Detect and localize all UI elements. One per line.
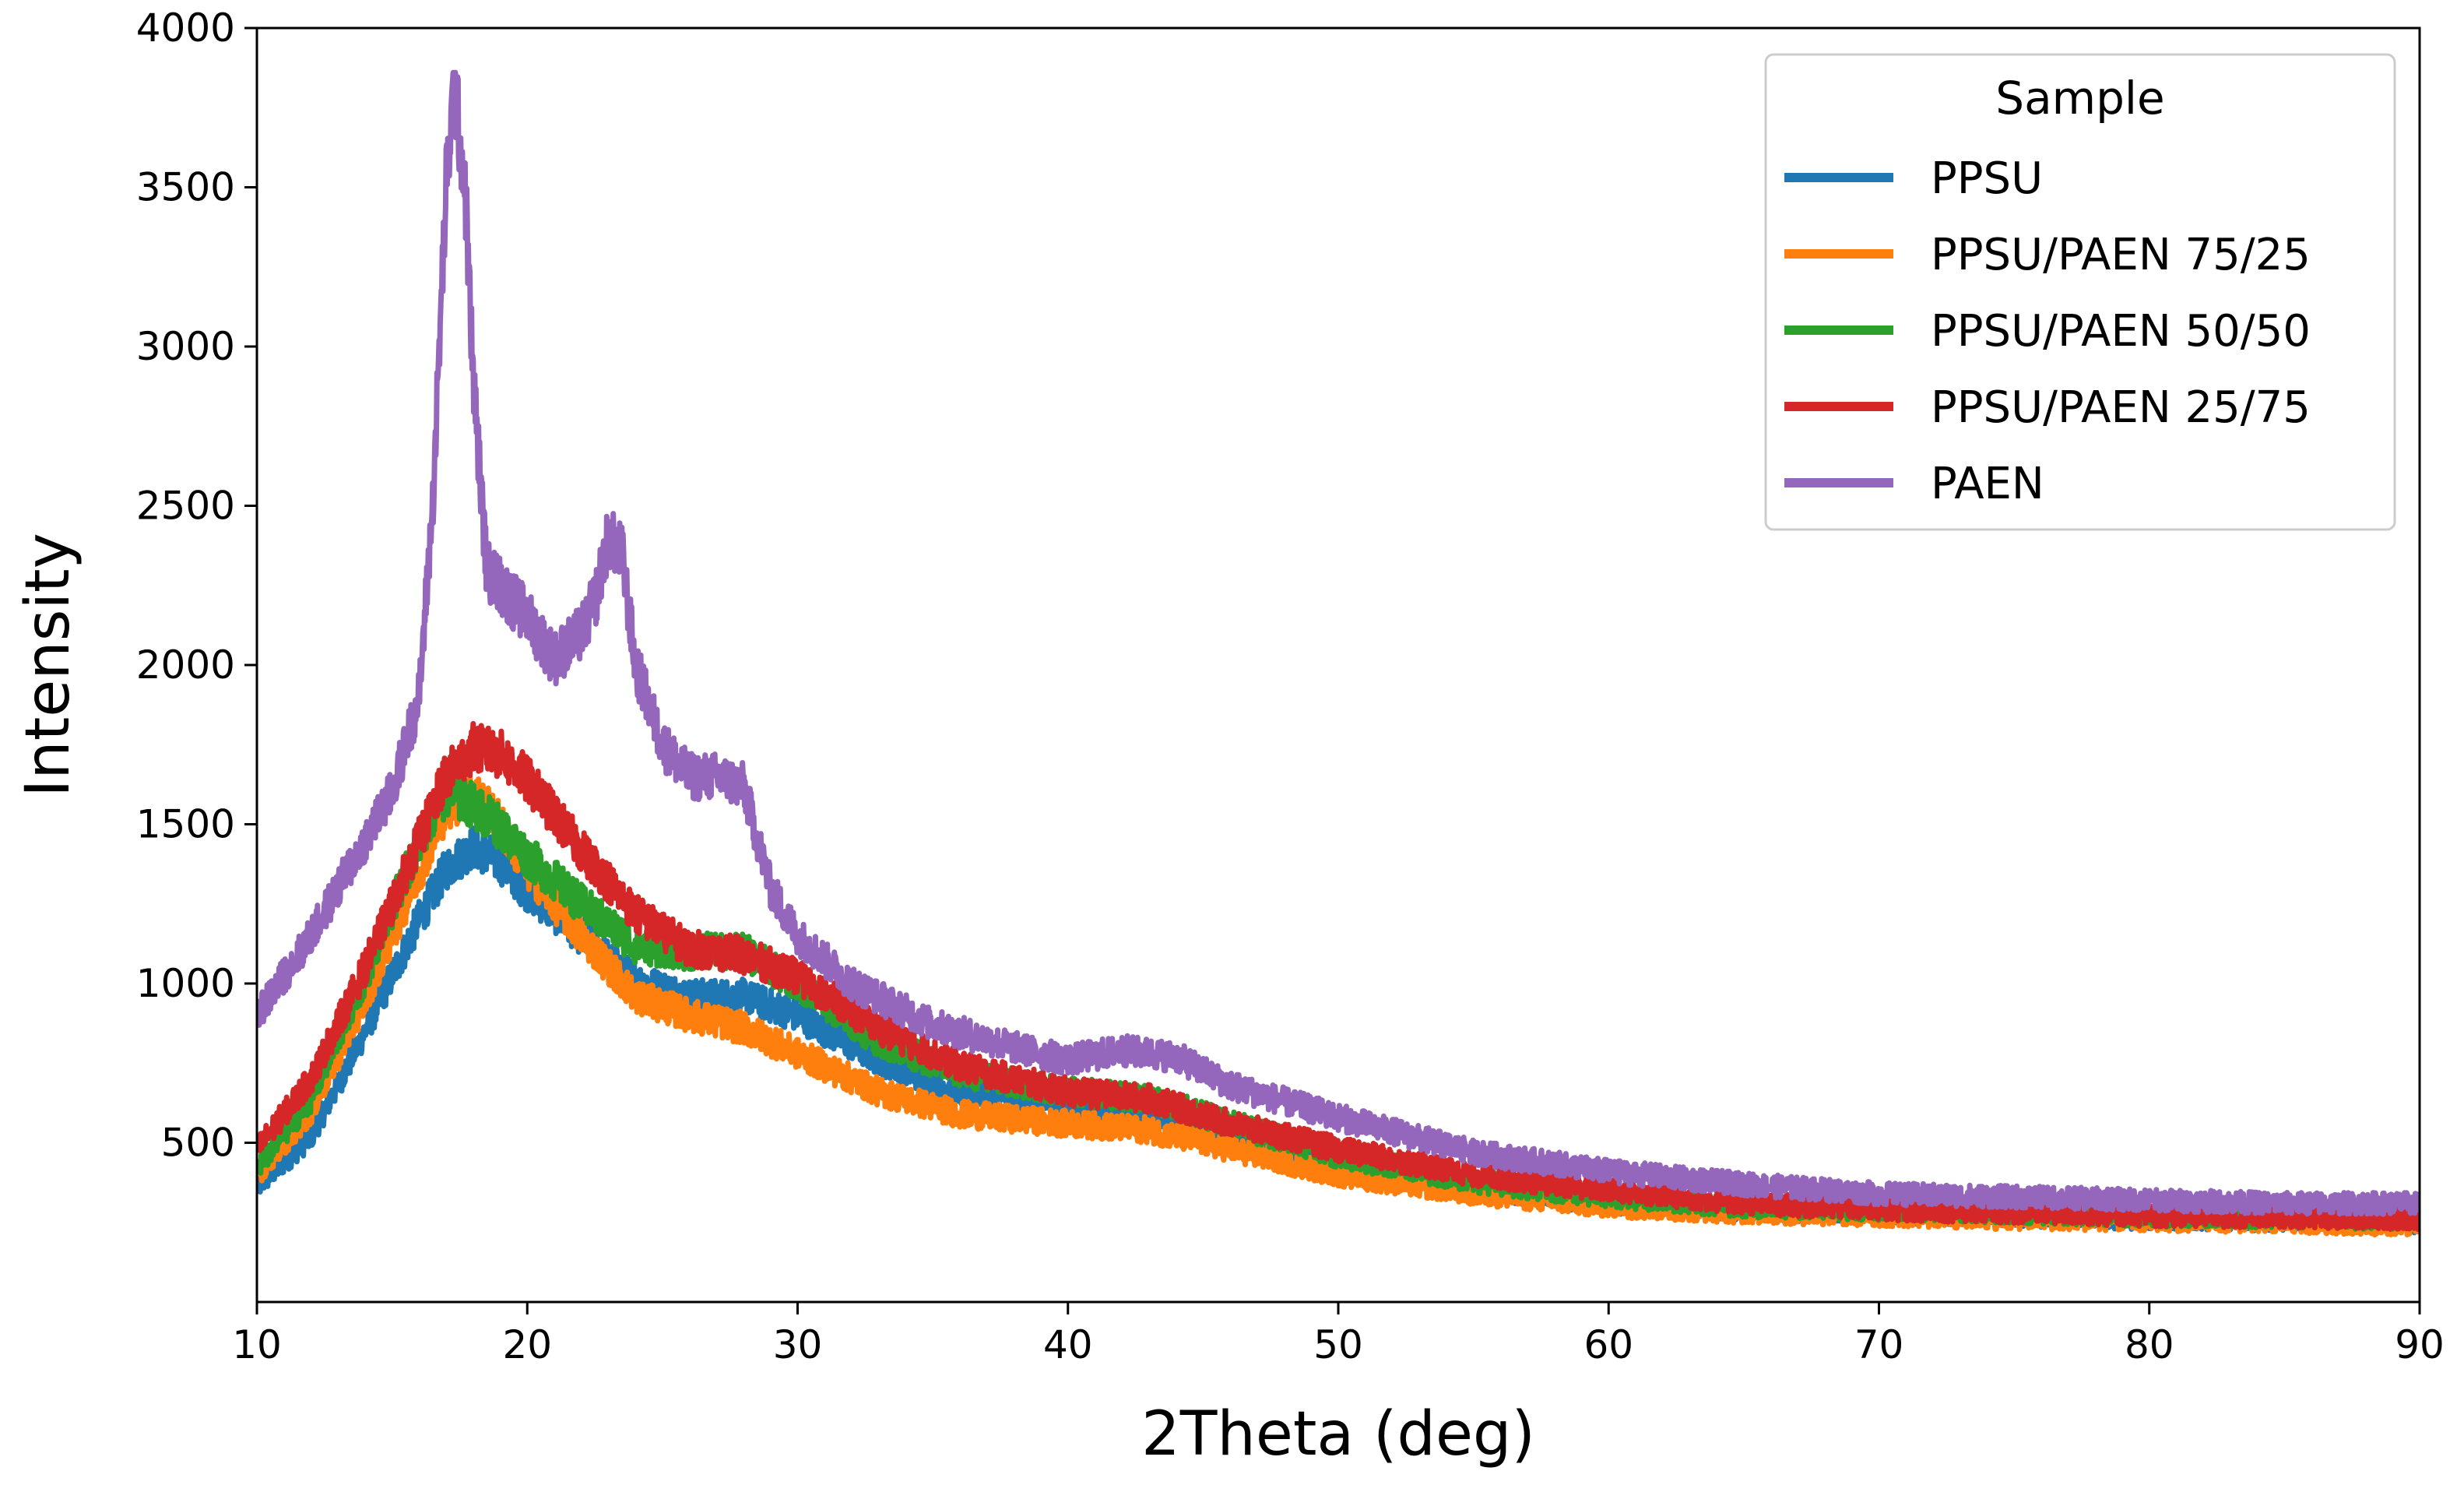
y-tick-label-6: 3500 xyxy=(136,165,235,210)
y-tick-label-5: 3000 xyxy=(136,324,235,369)
series-layer xyxy=(257,69,2420,1238)
x-tick-label-3: 40 xyxy=(1043,1322,1093,1367)
x-axis-label: 2Theta (deg) xyxy=(1141,1399,1535,1469)
y-tick-label-7: 4000 xyxy=(136,5,235,51)
x-tick-label-1: 20 xyxy=(502,1322,552,1367)
x-tick-label-2: 30 xyxy=(773,1322,823,1367)
x-tick-label-6: 70 xyxy=(1854,1322,1904,1367)
y-axis-label: Intensity xyxy=(13,533,83,797)
x-tick-label-0: 10 xyxy=(232,1322,282,1367)
x-axis-ticks: 10 20 30 40 50 60 70 80 90 xyxy=(232,1302,2445,1367)
legend-label-2: PPSU/PAEN 50/50 xyxy=(1931,306,2311,357)
series-line-4 xyxy=(257,69,2420,1217)
x-tick-label-8: 90 xyxy=(2395,1322,2445,1367)
y-tick-label-4: 2500 xyxy=(136,484,235,529)
y-tick-label-2: 1500 xyxy=(136,802,235,847)
legend-label-4: PAEN xyxy=(1931,459,2044,509)
legend-label-1: PPSU/PAEN 75/25 xyxy=(1931,230,2311,280)
legend: Sample PPSU PPSU/PAEN 75/25 PPSU/PAEN 50/5… xyxy=(1764,53,2396,531)
y-tick-label-0: 500 xyxy=(161,1121,235,1166)
x-tick-label-4: 50 xyxy=(1313,1322,1363,1367)
legend-title: Sample xyxy=(1995,72,2164,125)
legend-label-0: PPSU xyxy=(1931,153,2043,204)
series-line-3 xyxy=(257,720,2420,1233)
legend-entries: PPSU PPSU/PAEN 75/25 PPSU/PAEN 50/50 PPSU/P… xyxy=(1784,153,2311,509)
legend-box xyxy=(1764,53,2396,531)
y-tick-label-1: 1000 xyxy=(136,961,235,1006)
y-tick-label-3: 2000 xyxy=(136,642,235,688)
x-tick-label-5: 60 xyxy=(1583,1322,1633,1367)
x-tick-label-7: 80 xyxy=(2125,1322,2174,1367)
y-axis-ticks: 500 1000 1500 2000 2500 3000 3500 4000 xyxy=(136,5,257,1166)
legend-label-3: PPSU/PAEN 25/75 xyxy=(1931,382,2311,433)
